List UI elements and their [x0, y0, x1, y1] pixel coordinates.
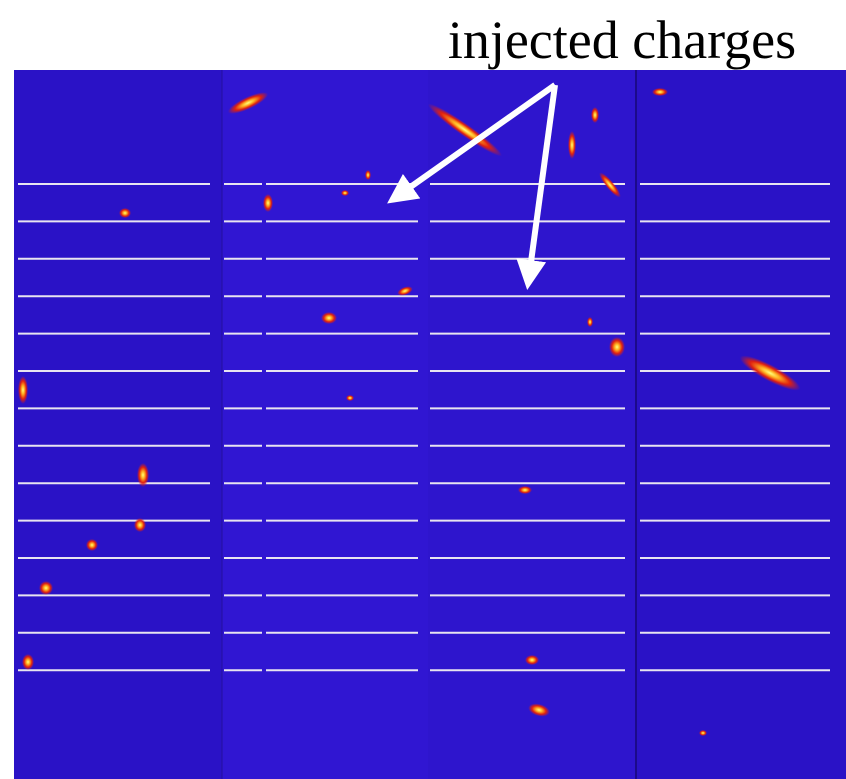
charge-blob [321, 312, 337, 324]
charge-blob [22, 654, 34, 670]
charge-blob [525, 655, 539, 665]
charge-blob [699, 730, 707, 736]
charge-blob [518, 486, 532, 494]
charge-blob [427, 103, 503, 157]
charge-blob [119, 208, 131, 218]
charge-blob [18, 376, 28, 404]
charge-blob [568, 131, 576, 159]
charge-blob [86, 539, 98, 551]
charge-blob [137, 463, 149, 487]
charge-blob [739, 355, 801, 391]
arrow [387, 82, 557, 204]
charge-blob [587, 317, 593, 327]
charge-blob [365, 170, 371, 180]
charge-blob [227, 92, 269, 114]
charge-blob [341, 190, 349, 196]
charge-blob [652, 88, 668, 96]
arrow [516, 84, 558, 290]
panel [222, 70, 428, 779]
charge-blob [39, 581, 53, 595]
charge-blob [528, 703, 550, 717]
charge-blob [397, 286, 413, 296]
annotation-label: injected charges [448, 10, 796, 70]
charge-blob [346, 395, 354, 401]
charge-blob [599, 172, 621, 198]
charge-blob [591, 107, 599, 123]
charge-blob [263, 194, 273, 212]
charge-blob [609, 337, 625, 357]
charge-blob [134, 518, 146, 532]
